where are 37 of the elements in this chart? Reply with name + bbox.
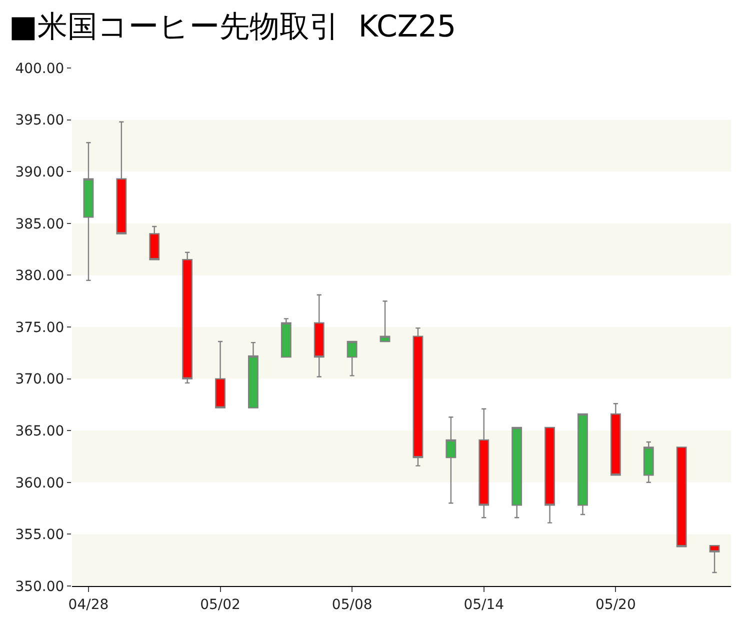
candlestick bbox=[280, 318, 292, 358]
y-tick-label: 360.00 bbox=[15, 475, 64, 492]
y-tick-label: 395.00 bbox=[15, 112, 64, 129]
candlestick bbox=[380, 300, 390, 342]
y-tick-label: 365.00 bbox=[15, 424, 64, 440]
candlestick bbox=[182, 252, 193, 384]
candlestick bbox=[314, 294, 324, 378]
y-tick-label: 350.00 bbox=[15, 578, 64, 595]
y-tick-label: 355.00 bbox=[15, 527, 64, 544]
y-tick-label: 370.00 bbox=[15, 372, 64, 388]
chart-title: ■米国コーヒー先物取引 KCZ25 bbox=[9, 10, 456, 45]
candlestick bbox=[676, 446, 687, 548]
candlestick bbox=[544, 426, 555, 524]
x-tick-label: 05/08 bbox=[332, 596, 372, 613]
y-tick-label: 400.00 bbox=[15, 60, 64, 77]
candlestick bbox=[446, 416, 456, 504]
y-tick-label: 380.00 bbox=[15, 268, 64, 284]
x-tick-label: 04/28 bbox=[68, 596, 109, 613]
candlestick bbox=[215, 340, 226, 408]
y-tick-label: 385.00 bbox=[15, 216, 64, 232]
x-tick-label: 05/14 bbox=[464, 596, 504, 613]
candlestick bbox=[578, 413, 588, 516]
x-tick-label: 05/20 bbox=[596, 596, 636, 613]
candlestick bbox=[116, 121, 127, 234]
candlestick bbox=[412, 327, 424, 466]
y-tick-label: 390.00 bbox=[15, 164, 64, 180]
candlestick bbox=[512, 426, 522, 518]
y-tick-label: 375.00 bbox=[15, 320, 64, 336]
x-tick-label: 05/02 bbox=[200, 596, 240, 613]
candlestick bbox=[610, 403, 621, 476]
candlestick bbox=[643, 441, 654, 483]
candlestick bbox=[248, 342, 258, 408]
candlestick bbox=[83, 142, 94, 281]
candlestick bbox=[149, 226, 160, 260]
candlestick bbox=[346, 340, 358, 376]
candlestick bbox=[478, 408, 490, 518]
candlestick bbox=[709, 545, 720, 574]
